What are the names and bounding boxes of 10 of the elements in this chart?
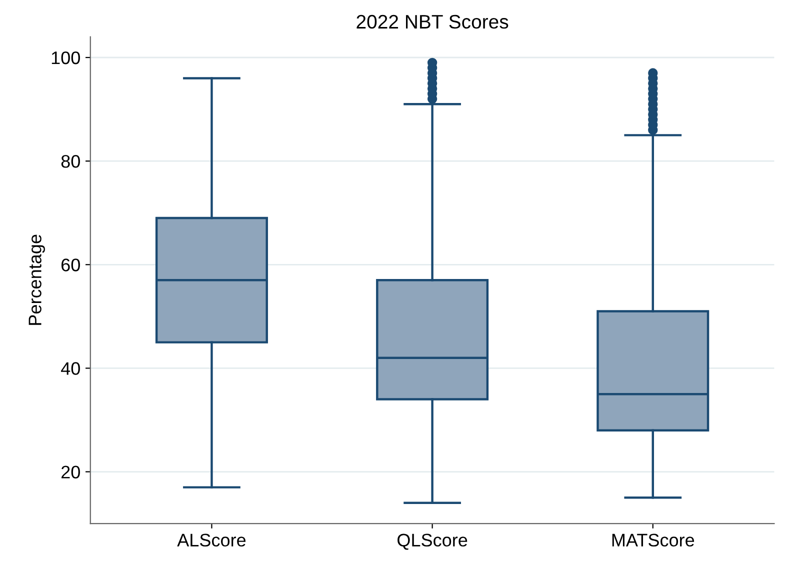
x-tick-label: QLScore [398,534,468,550]
x-tick-label: ALScore [177,534,246,547]
x-tick-label: MATScore [612,534,694,547]
y-tick-label: 100 [52,51,80,64]
chart-title: 2022 NBT Scores [356,14,508,29]
y-tick-label: 80 [61,155,80,168]
y-tick-label: 20 [61,466,80,478]
y-tick-label: 60 [62,258,80,272]
y-axis-title: Percentage [28,234,45,325]
y-tick-label: 40 [61,362,80,375]
